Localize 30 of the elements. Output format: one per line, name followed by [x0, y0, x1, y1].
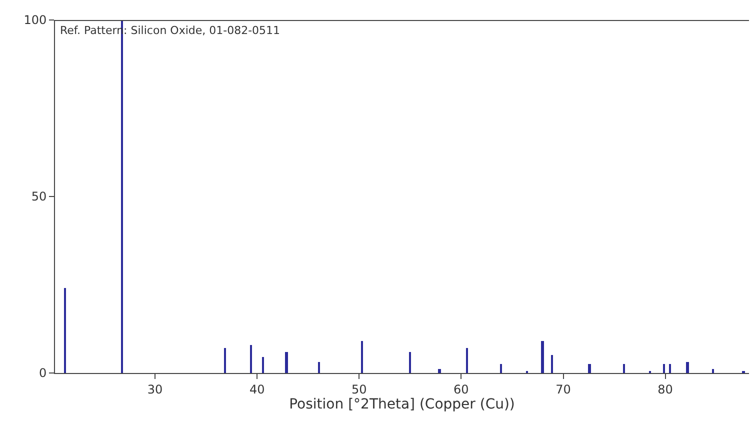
bar	[262, 357, 264, 373]
bar	[712, 369, 714, 373]
bar	[500, 364, 502, 373]
x-tick-label: 30	[147, 382, 163, 396]
bar	[663, 364, 665, 373]
bar	[409, 352, 411, 373]
bar	[250, 345, 252, 373]
bar	[541, 341, 544, 373]
x-axis-title: Position [°2Theta] (Copper (Cu))	[289, 396, 515, 412]
bar	[466, 348, 468, 373]
bar	[121, 20, 123, 373]
x-tick-label: 70	[556, 382, 571, 396]
bar	[686, 362, 689, 373]
bar	[669, 364, 671, 373]
x-tick-label: 80	[658, 382, 673, 396]
x-tick-label: 40	[249, 382, 265, 396]
bar	[623, 364, 625, 373]
bar	[588, 364, 591, 373]
bar	[224, 348, 226, 373]
bar	[551, 355, 553, 373]
y-tick-label: 50	[31, 190, 47, 204]
y-tick-label: 100	[24, 13, 47, 28]
bar	[361, 341, 363, 373]
bar	[64, 288, 66, 373]
x-tick-label: 60	[454, 382, 469, 396]
bar	[318, 362, 320, 373]
y-tick-label: 0	[38, 366, 47, 380]
bar	[438, 369, 441, 373]
x-tick-label: 50	[352, 382, 367, 396]
bar	[285, 352, 288, 373]
